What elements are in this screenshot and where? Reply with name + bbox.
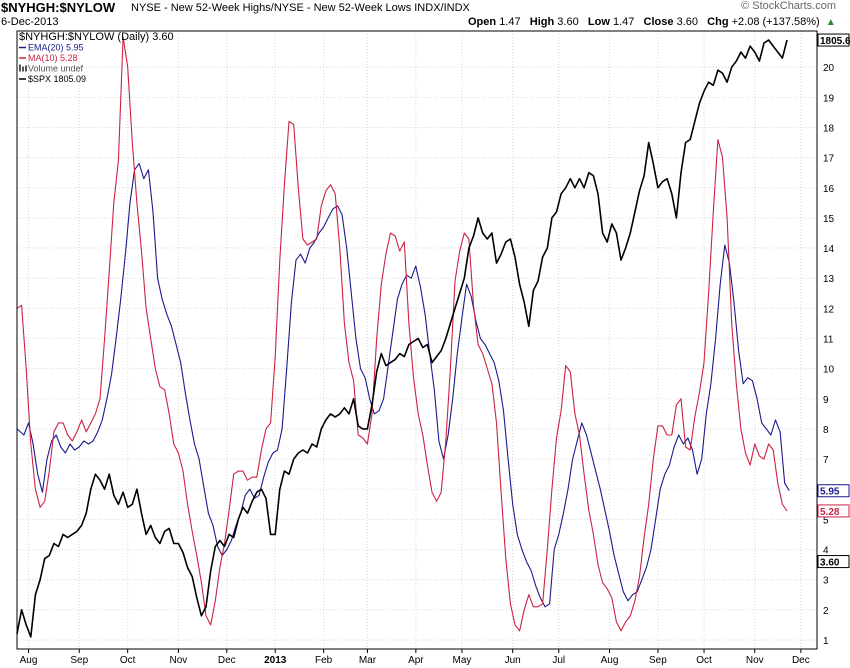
ema-value-tag: 5.95 xyxy=(817,484,850,498)
ma-value-tag-text: 5.28 xyxy=(820,507,840,518)
y-tick-label: 5 xyxy=(823,515,829,526)
x-tick-label: Oct xyxy=(696,655,712,666)
x-tick-label: Aug xyxy=(20,655,38,666)
y-tick-label: 20 xyxy=(823,63,835,74)
spx-value-tag-text: 1805.6 xyxy=(820,36,850,47)
open-value: 1.47 xyxy=(499,16,521,28)
high-label: High xyxy=(529,16,555,28)
series-layer xyxy=(16,36,790,638)
x-tick-label: Dec xyxy=(218,655,236,666)
x-tick-label: Jun xyxy=(505,655,521,666)
legend-swatch xyxy=(19,64,21,72)
x-tick-label: Nov xyxy=(746,655,764,666)
x-axis: Aug Sep Oct Nov Dec 2013 Feb Mar Apr May Jun Jul Aug… xyxy=(20,649,810,666)
legend-label: MA(10) 5.28 xyxy=(28,53,78,63)
x-tick-label: Oct xyxy=(120,655,136,666)
x-tick-label: May xyxy=(453,655,472,666)
y-tick-label: 17 xyxy=(823,154,835,165)
close-value-tag-text: 3.60 xyxy=(820,558,840,569)
low-value: 1.47 xyxy=(612,16,635,28)
y-tick-label: 18 xyxy=(823,123,835,134)
ema-value-tag-text: 5.95 xyxy=(820,487,840,498)
y-tick-label: 15 xyxy=(823,214,835,225)
close-value: 3.60 xyxy=(676,16,698,28)
x-tick-label: Mar xyxy=(359,655,377,666)
x-tick-label: Aug xyxy=(601,655,619,666)
chart-date: 6-Dec-2013 xyxy=(1,16,59,28)
brand-label: © StockCharts.com xyxy=(741,0,836,12)
y-tick-label: 8 xyxy=(823,425,829,436)
x-tick-label: Sep xyxy=(70,655,88,666)
y-tick-label: 3 xyxy=(823,576,829,587)
x-tick-label: 2013 xyxy=(264,655,287,666)
plot-border xyxy=(16,30,818,650)
chart-description: NYSE - New 52-Week Highs/NYSE - New 52-W… xyxy=(131,2,470,14)
series-line-spx xyxy=(16,39,788,638)
y-tick-label: 12 xyxy=(823,304,835,315)
spx-value-tag-box xyxy=(817,33,850,47)
series-line-ema-20 xyxy=(16,163,790,608)
y-tick-label: 9 xyxy=(823,395,829,406)
y-tick-label: 11 xyxy=(823,334,834,345)
ema-value-tag-box xyxy=(817,484,850,498)
chg-value: +2.08 (+137.58%) xyxy=(731,16,820,28)
legend-label: $SPX 1805.09 xyxy=(28,74,86,84)
x-tick-label: Nov xyxy=(169,655,187,666)
legend-label: EMA(20) 5.95 xyxy=(28,43,84,53)
ma-value-tag-box xyxy=(817,504,850,518)
legend-swatch xyxy=(25,65,27,72)
legend-label: $NYHGH:$NYLOW (Daily) 3.60 xyxy=(19,31,174,43)
series-line-ma-10 xyxy=(16,36,788,632)
x-tick-label: Sep xyxy=(649,655,667,666)
chart-symbol: $NYHGH:$NYLOW xyxy=(1,0,116,15)
y-tick-label: 16 xyxy=(823,184,835,195)
low-label: Low xyxy=(587,16,610,28)
close-value-tag: 3.60 xyxy=(817,555,850,569)
y-tick-label: 2 xyxy=(823,606,829,617)
chg-arrow-icon: ▲ xyxy=(825,17,836,28)
y-axis: 1234567891011121314151617181920 xyxy=(823,63,835,647)
value-tags: 1805.6 5.95 5.28 3.60 xyxy=(817,33,850,569)
y-tick-label: 1 xyxy=(823,636,829,647)
x-tick-label: Feb xyxy=(315,655,333,666)
x-tick-label: Jul xyxy=(552,655,565,666)
plot-frame xyxy=(16,30,818,650)
chg-label: Chg xyxy=(707,16,729,28)
x-tick-label: Dec xyxy=(792,655,810,666)
y-tick-label: 7 xyxy=(823,455,829,466)
ohlc-summary: Open 1.47 High 3.60 Low 1.47 Close 3.60 … xyxy=(468,16,836,28)
y-tick-label: 19 xyxy=(823,93,835,104)
open-label: Open xyxy=(468,16,497,28)
spx-value-tag: 1805.6 xyxy=(817,33,850,47)
ma-value-tag: 5.28 xyxy=(817,504,850,518)
y-tick-label: 14 xyxy=(823,244,835,255)
x-tick-label: Apr xyxy=(408,655,424,666)
legend-label: Volume undef xyxy=(28,64,84,74)
close-value-tag-box xyxy=(817,555,850,569)
y-tick-label: 4 xyxy=(823,546,829,557)
y-tick-label: 13 xyxy=(823,274,835,285)
high-value: 3.60 xyxy=(557,16,579,28)
legend-swatch xyxy=(22,66,24,72)
close-label: Close xyxy=(643,16,674,28)
y-tick-label: 10 xyxy=(823,365,835,376)
